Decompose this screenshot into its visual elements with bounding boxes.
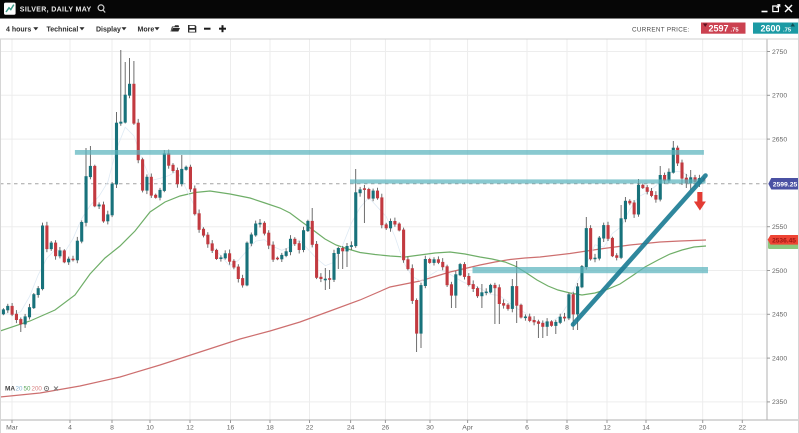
svg-text:.75: .75	[731, 27, 740, 33]
svg-text:CURRENT PRICE:: CURRENT PRICE:	[632, 26, 690, 33]
svg-text:16: 16	[227, 425, 235, 432]
svg-text:2500: 2500	[772, 268, 787, 275]
svg-text:6: 6	[525, 425, 529, 432]
svg-text:12: 12	[603, 425, 611, 432]
svg-text:2650: 2650	[772, 136, 787, 143]
svg-text:30: 30	[426, 425, 434, 432]
svg-text:18: 18	[266, 425, 274, 432]
svg-text:2700: 2700	[772, 93, 787, 100]
svg-text:MA: MA	[5, 386, 15, 393]
svg-text:SILVER, DAILY MAY: SILVER, DAILY MAY	[20, 6, 92, 13]
svg-text:2750: 2750	[772, 49, 787, 56]
svg-text:4 hours: 4 hours	[6, 27, 31, 34]
svg-text:Apr: Apr	[462, 425, 473, 432]
svg-text:24: 24	[347, 425, 355, 432]
svg-text:8: 8	[110, 425, 114, 432]
svg-text:2450: 2450	[772, 312, 787, 319]
svg-text:2600: 2600	[761, 23, 781, 33]
svg-text:More: More	[138, 27, 155, 34]
svg-text:22: 22	[306, 425, 314, 432]
svg-text:20: 20	[16, 386, 23, 393]
svg-text:Display: Display	[96, 27, 121, 34]
svg-text:2350: 2350	[772, 399, 787, 406]
svg-text:2536.45: 2536.45	[772, 238, 796, 245]
svg-text:.75: .75	[783, 27, 792, 33]
svg-text:8: 8	[565, 425, 569, 432]
svg-text:50: 50	[24, 386, 31, 393]
svg-text:26: 26	[382, 425, 390, 432]
svg-text:Technical: Technical	[47, 27, 79, 34]
svg-text:2599.25: 2599.25	[773, 181, 798, 188]
svg-text:Mar: Mar	[6, 425, 18, 432]
svg-text:14: 14	[642, 425, 650, 432]
svg-text:22: 22	[739, 425, 747, 432]
svg-text:4: 4	[68, 425, 72, 432]
svg-text:200: 200	[32, 386, 43, 393]
svg-text:12: 12	[186, 425, 194, 432]
svg-text:2597: 2597	[709, 23, 729, 33]
svg-text:10: 10	[146, 425, 154, 432]
svg-text:2400: 2400	[772, 355, 787, 362]
svg-text:20: 20	[699, 425, 707, 432]
svg-text:2550: 2550	[772, 224, 787, 231]
